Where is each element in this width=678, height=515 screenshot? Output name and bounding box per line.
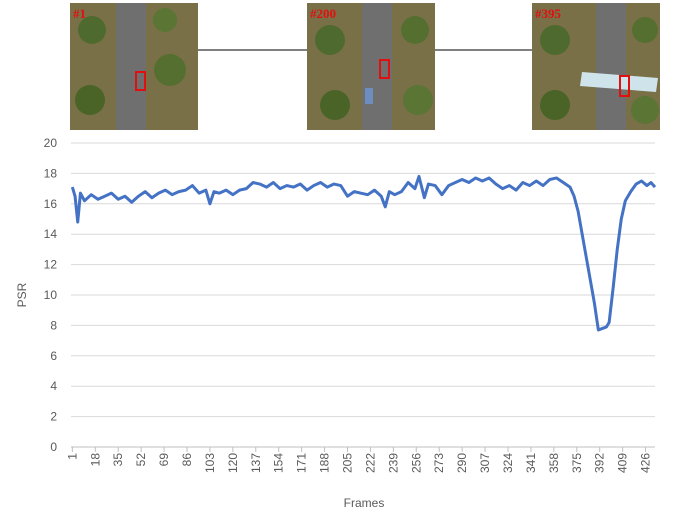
x-tick-label: 103	[203, 453, 217, 473]
x-tick-label: 188	[318, 453, 332, 473]
y-tick-label: 14	[44, 227, 58, 241]
x-tick-label: 256	[409, 453, 423, 473]
x-tick-label: 1	[65, 453, 79, 460]
x-tick-label: 358	[547, 453, 561, 473]
x-tick-label: 239	[386, 453, 400, 473]
x-tick-label: 273	[432, 453, 446, 473]
y-axis-label: PSR	[15, 282, 29, 307]
x-axis-label: Frames	[344, 496, 385, 510]
thumbnail-label: #1	[73, 6, 86, 21]
thumbnail: #395	[532, 3, 660, 130]
y-tick-label: 12	[44, 258, 58, 272]
x-tick-label: 341	[524, 453, 538, 473]
x-tick-label: 409	[616, 453, 630, 473]
x-tick-label: 154	[272, 453, 286, 473]
chart: 0 2 4 6 8 10 12 14 16 18 20 1 18 35 52 69 86 103 120 137 154…	[44, 136, 655, 473]
x-tick-label: 137	[249, 453, 263, 473]
y-tick-label: 2	[50, 410, 57, 424]
data-line	[72, 176, 655, 330]
x-tick-label: 86	[180, 453, 194, 467]
x-tick-label: 52	[134, 453, 148, 467]
x-tick-label: 426	[639, 453, 653, 473]
x-tick-label: 324	[501, 453, 515, 473]
y-tick-label: 0	[50, 440, 57, 454]
y-tick-label: 6	[50, 349, 57, 363]
y-tick-label: 4	[50, 379, 57, 393]
y-tick-label: 20	[44, 136, 58, 150]
thumbnail-strip: #1 #200 #395	[70, 3, 660, 130]
y-tick-label: 8	[50, 318, 57, 332]
x-tick-label: 392	[593, 453, 607, 473]
y-tick-label: 16	[44, 197, 58, 211]
x-tick-label: 222	[363, 453, 377, 473]
x-tick-label: 69	[157, 453, 171, 467]
x-tick-label: 18	[88, 453, 102, 467]
y-tick-label: 10	[44, 288, 58, 302]
x-tick-label: 171	[295, 453, 309, 473]
x-tick-label: 307	[478, 453, 492, 473]
y-tick-label: 18	[44, 166, 58, 180]
x-tick-label: 205	[340, 453, 354, 473]
x-tick-label: 35	[111, 453, 125, 467]
x-tick-label: 120	[226, 453, 240, 473]
thumbnail: #1	[70, 3, 198, 130]
thumbnail-label: #395	[535, 6, 562, 21]
x-tick-label: 375	[570, 453, 584, 473]
thumbnail: #200	[307, 3, 435, 130]
thumbnail-label: #200	[310, 6, 336, 21]
x-tick-label: 290	[455, 453, 469, 473]
page: #1 #200 #395 0 2 4 6 8 10 12 14 16 18 20 1 18 35 52 69 8…	[0, 0, 678, 515]
